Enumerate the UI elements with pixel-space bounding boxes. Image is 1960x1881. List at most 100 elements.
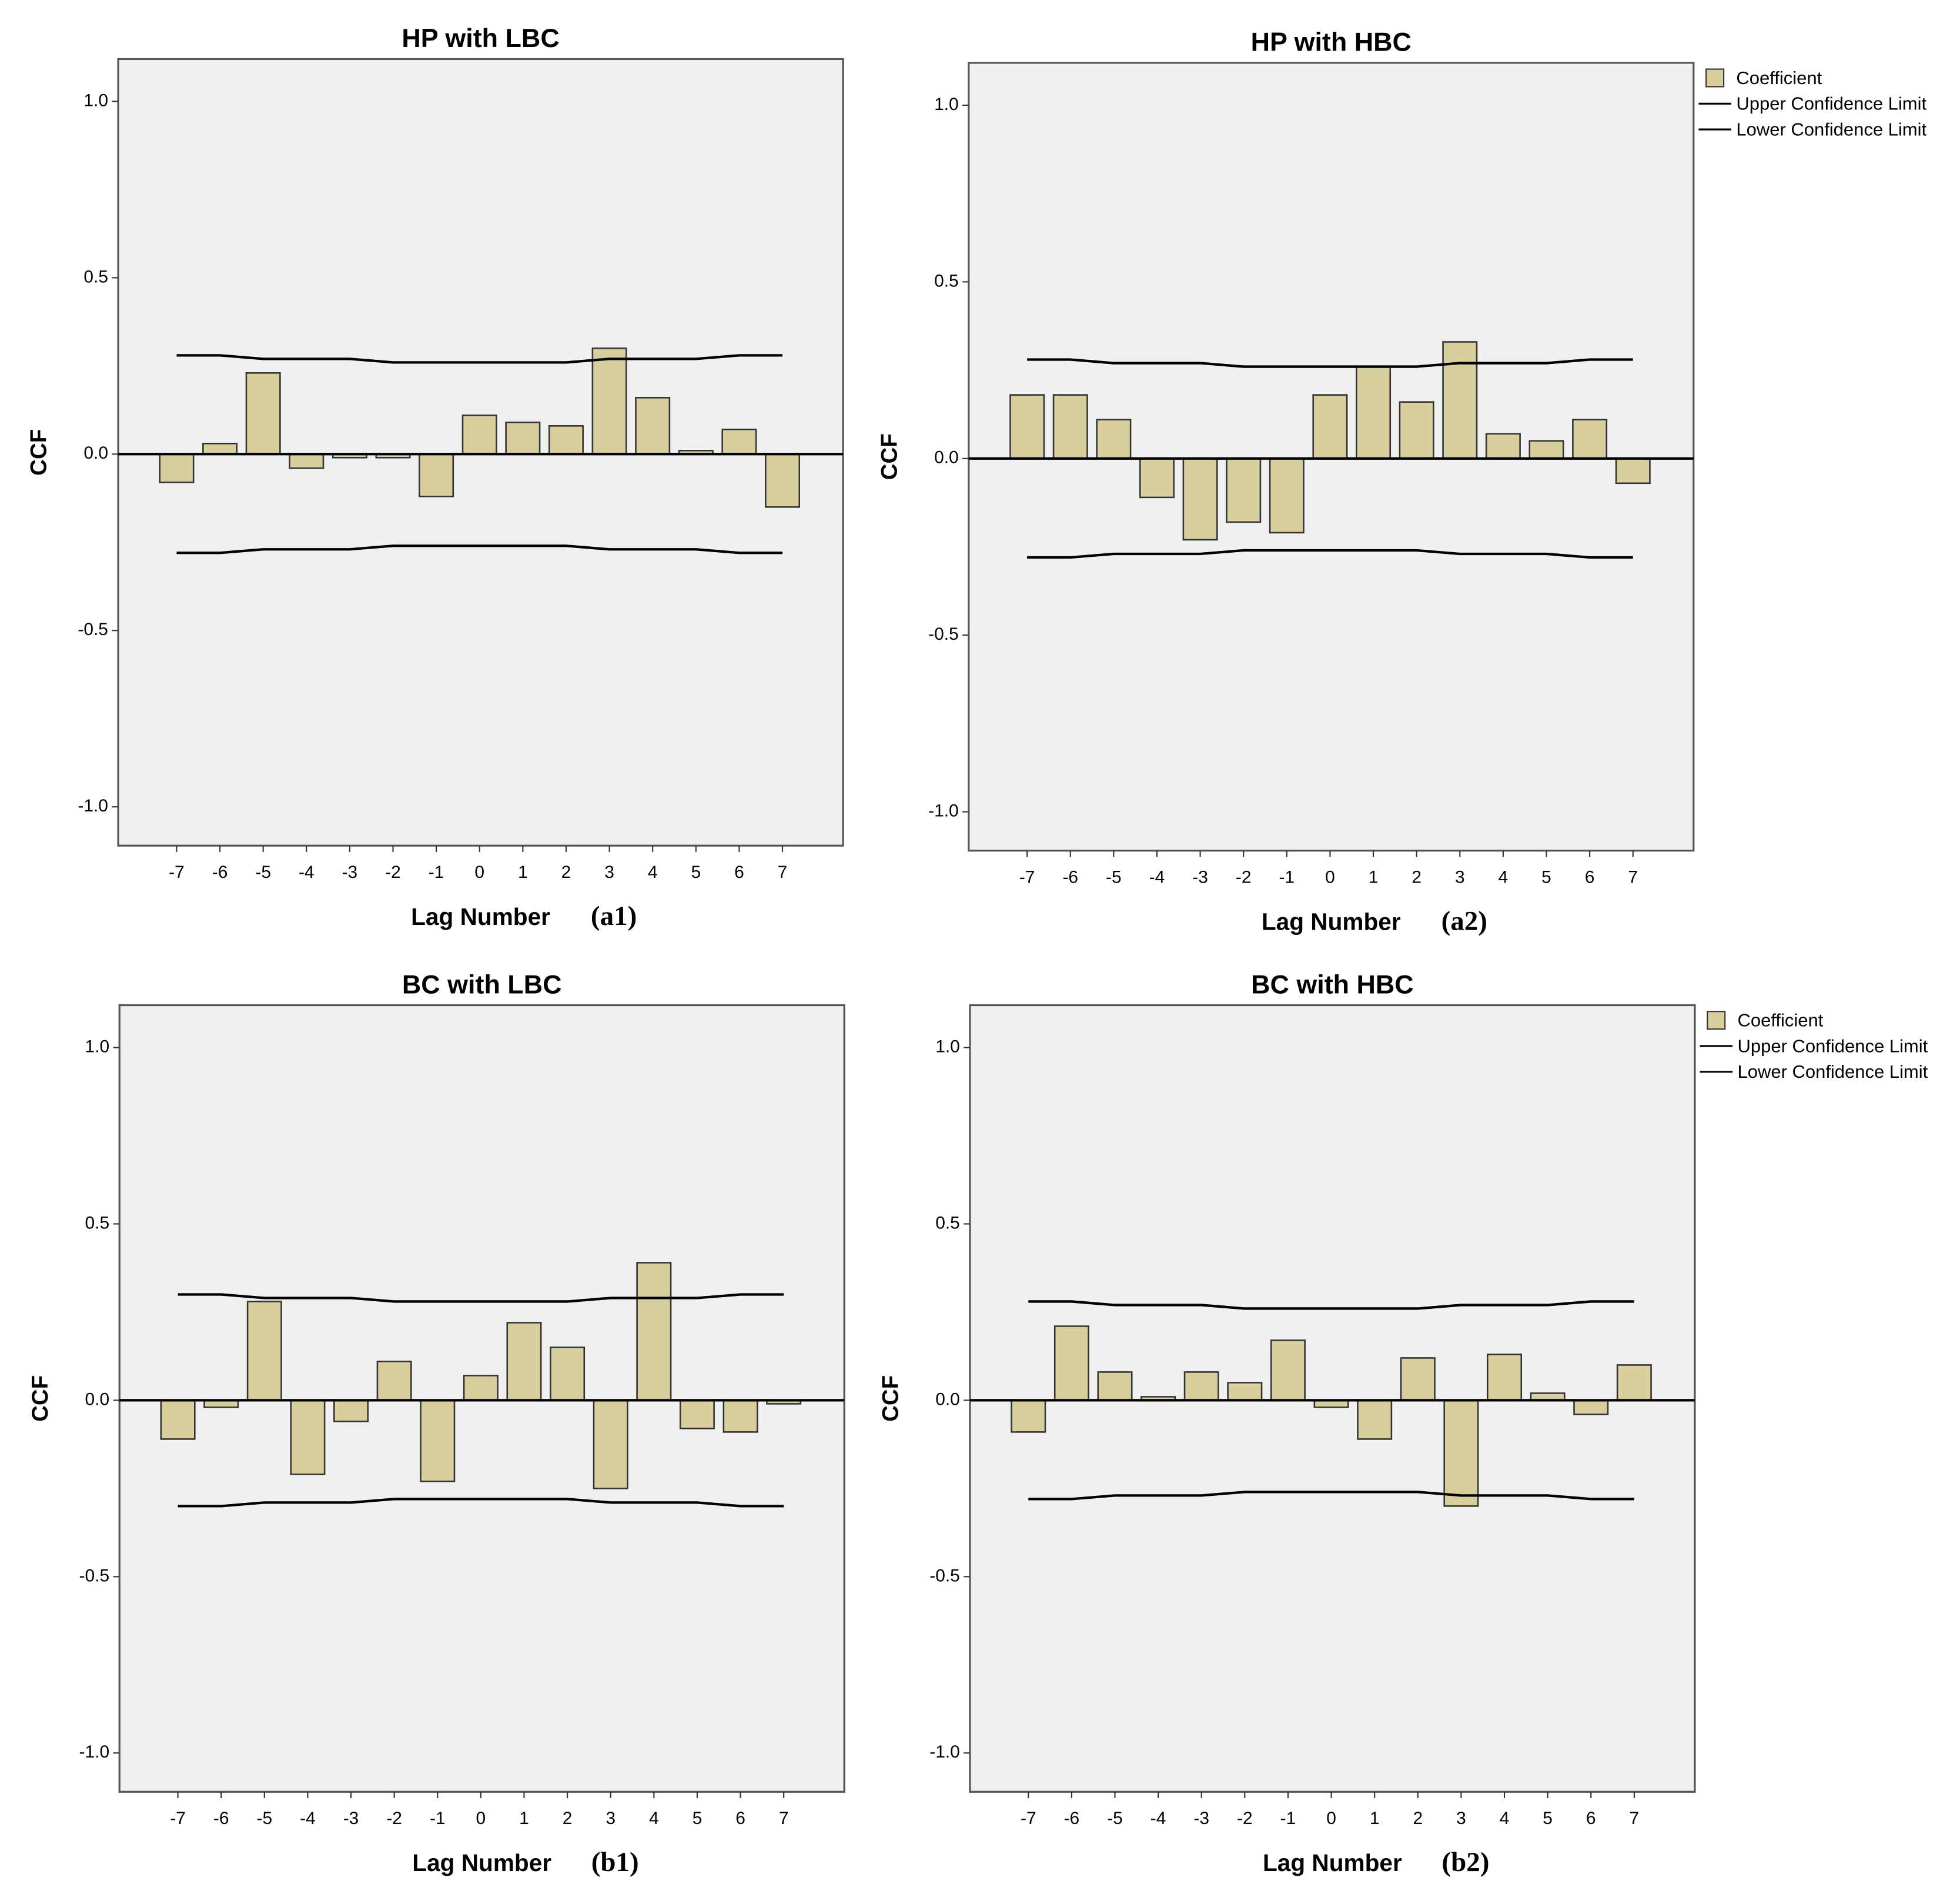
panel-label: (b1) [591,1847,639,1877]
x-tick-label: -6 [1062,868,1078,887]
bar [1400,1357,1436,1401]
confidence-line [1027,549,1633,559]
x-tick-label: 4 [649,1809,659,1828]
bar [1053,1325,1089,1401]
bar [1096,419,1132,460]
x-axis-label: Lag Number [1262,908,1401,935]
y-tick-label: 0.0 [83,443,108,463]
x-tick-label: -3 [1192,868,1208,887]
x-tick-label: -2 [385,863,401,882]
y-tick-label: 0.0 [934,448,959,467]
bar [1269,457,1305,534]
bar [591,348,627,455]
y-tick-label: -0.5 [928,624,959,644]
x-tick-label: 2 [563,1809,573,1828]
bar [1528,440,1564,460]
x-tick-label: 6 [735,1809,745,1828]
y-axis-label: CCF [878,1375,904,1422]
y-tick-label: -1.0 [929,1742,960,1762]
y-tick-label: 0.5 [935,1213,960,1232]
x-tick-label: 6 [1586,1809,1596,1828]
legend-label: Upper Confidence Limit [1738,1035,1928,1056]
bar [635,397,671,455]
x-tick-label: -4 [300,1809,316,1828]
x-tick-label: 6 [734,863,744,882]
x-tick-label: -5 [255,863,271,882]
confidence-line [178,1293,784,1303]
x-tick-label: -4 [299,863,315,882]
bar [1139,457,1175,499]
panel-label: (b2) [1441,1847,1489,1877]
bar [289,453,325,469]
x-tick-label: -1 [1279,868,1295,887]
x-tick-label: 1 [1370,1809,1380,1828]
x-tick-label: -5 [257,1809,273,1828]
bar [1615,457,1651,485]
chart-title: HP with LBC [402,23,559,53]
bar [1097,1371,1133,1401]
x-tick-label: -7 [169,863,185,882]
bar [1312,394,1348,460]
x-tick-label: 7 [1628,868,1638,887]
bar [160,1399,196,1440]
bar [1399,401,1434,460]
chart-title: BC with LBC [402,969,562,999]
chart-title: BC with HBC [1251,969,1414,999]
x-axis-label: Lag Number [411,903,550,930]
y-axis-label: CCF [877,433,902,480]
legend-swatch [1707,1011,1726,1030]
x-tick-label: -2 [1236,868,1252,887]
x-tick-label: -3 [342,863,358,882]
x-tick-label: -7 [1021,1809,1036,1828]
bar [1183,1371,1219,1401]
bar [159,453,195,483]
x-tick-label: 1 [1369,868,1379,887]
y-tick-label: -0.5 [78,620,108,639]
legend-label: Coefficient [1738,1010,1824,1031]
y-axis-label: CCF [26,429,52,476]
bar [1572,419,1608,460]
x-tick-label: -2 [1237,1809,1253,1828]
x-tick-label: 5 [691,863,701,882]
bar [419,453,454,497]
x-tick-label: -1 [430,1809,446,1828]
legend-label: Coefficient [1736,68,1822,88]
plot-area [969,1004,1696,1793]
bar [246,1301,282,1401]
x-tick-label: -3 [1193,1809,1209,1828]
y-tick-label: 1.0 [935,1037,960,1056]
bar [1573,1399,1609,1415]
bar [202,443,238,455]
y-tick-label: 0.0 [85,1389,110,1409]
confidence-line [1028,1491,1634,1501]
bar [245,372,281,455]
y-tick-label: -1.0 [78,796,108,816]
y-tick-label: 1.0 [83,91,108,110]
x-tick-label: 7 [1630,1809,1640,1828]
bar [1356,366,1392,460]
x-tick-label: 3 [1456,1809,1466,1828]
bar [1009,394,1045,460]
y-tick-label: 0.0 [935,1389,960,1409]
bar [1487,1354,1523,1401]
y-tick-label: -1.0 [928,801,959,821]
x-tick-label: 0 [1326,1809,1336,1828]
bar [1442,341,1478,460]
bar [1227,1382,1263,1401]
bar [506,1322,542,1401]
confidence-line [176,544,783,554]
x-tick-label: -6 [213,1809,229,1828]
confidence-line [1027,358,1633,368]
x-tick-label: 4 [1499,868,1509,887]
x-tick-label: -2 [386,1809,402,1828]
x-axis-label: Lag Number [412,1849,551,1876]
bar [420,1399,456,1482]
x-tick-label: 5 [1541,868,1551,887]
panel-label: (a2) [1441,906,1487,936]
x-tick-label: 0 [1325,868,1335,887]
bar [679,1399,715,1429]
bar [550,1347,586,1401]
x-tick-label: -6 [212,863,228,882]
x-tick-label: 3 [604,863,614,882]
